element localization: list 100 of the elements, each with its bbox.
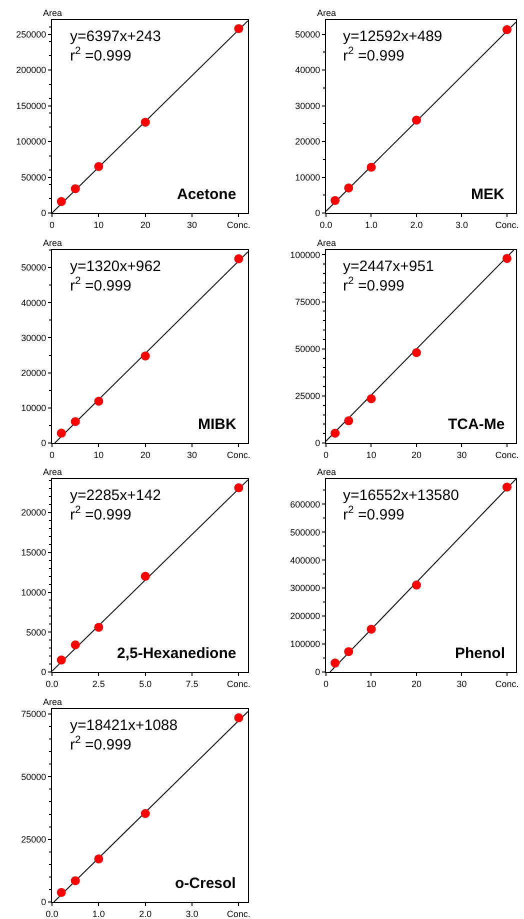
point [70,416,80,426]
point [70,876,80,885]
point [412,348,421,357]
x-tick-label: 0.0 [46,908,58,918]
point [344,647,354,656]
annotation: r$^{2}$ =0.999 [70,504,132,524]
y-tick-label: 0 [315,667,320,678]
x-tick-label: Conc. [495,449,519,460]
point [502,25,512,34]
x-tick-label: 20 [140,220,150,230]
text: Acetone [177,186,236,203]
text: MEK [471,186,504,203]
x-tick-label: 3.0 [455,220,468,230]
text: 2,5-Hexanedione [117,645,236,662]
annotation: r$^{2}$ =0.999 [70,45,132,64]
x-tick-label: Conc. [495,678,519,689]
y-axis-title: Area [43,696,62,706]
x-tick-label: 30 [186,449,198,460]
x-tick-label: 20 [411,449,422,460]
y-tick-label: 0 [41,208,46,218]
y-tick-label: 50000 [21,262,46,272]
y-tick-label: 200000 [16,65,46,76]
x-tick-label: 0.0 [320,220,332,230]
point [366,394,376,403]
x-tick-label: 5.0 [139,678,152,689]
text: MIBK [198,416,236,432]
y-tick-label: 5000 [26,627,46,638]
x-tick-label: 30 [456,678,467,689]
y-tick-label: 50000 [295,29,320,40]
x-tick-label: 10 [366,678,376,689]
y-tick-label: 0 [41,896,46,907]
x-tick-label: Conc. [226,908,250,918]
x-tick-label: 2.0 [139,908,152,918]
point [140,808,150,818]
y-axis-title: Area [317,8,336,18]
y-axis-title: Area [317,238,336,248]
y-axis-title: Area [43,467,62,477]
annotation: y=1320x+962 [70,258,161,274]
y-tick-label: 100000 [16,136,46,147]
y-tick-label: 10000 [295,172,320,182]
text: o-Cresol [175,874,236,892]
y-tick-label: 40000 [21,297,46,308]
y-tick-label: 0 [41,667,46,678]
point [234,483,244,492]
x-tick-label: 3.0 [186,908,198,918]
x-tick-label: Conc. [226,449,250,460]
y-tick-label: 300000 [290,583,320,594]
point [70,640,80,650]
x-tick-label: 30 [186,220,198,230]
y-axis-title: Area [43,238,62,248]
y-tick-label: 400000 [290,555,320,566]
x-tick-label: 30 [456,449,467,460]
point [330,428,340,438]
annotation: y=12592x+489 [343,28,442,45]
y-tick-label: 10000 [21,402,46,413]
annotation: y=16552x+13580 [343,487,459,504]
point [140,572,150,581]
point [56,197,66,206]
point [234,254,244,263]
y-tick-label: 10000 [21,587,46,598]
x-tick-label: 0.0 [46,678,58,689]
annotation: r$^{2}$ =0.999 [343,274,404,294]
annotation: r$^{2}$ =0.999 [343,45,404,64]
y-tick-label: 75000 [295,296,320,306]
y-tick-label: 600000 [290,499,320,510]
y-tick-label: 0 [315,438,320,448]
y-axis-title: Area [43,8,62,18]
y-tick-label: 30000 [295,100,320,111]
x-tick-label: 10 [366,449,376,460]
text: Phenol [455,645,506,662]
point [344,183,354,192]
x-tick-label: Conc. [226,220,250,230]
point [140,350,150,360]
annotation: r$^{2}$ =0.999 [70,274,132,294]
x-tick-label: 2.5 [92,678,105,689]
x-tick-label: 20 [411,678,422,689]
y-tick-label: 500000 [290,527,320,538]
point [56,656,66,665]
point [344,416,354,425]
y-tick-label: 250000 [16,29,46,40]
point [70,184,80,194]
point [56,887,66,896]
x-tick-label: 1.0 [364,220,378,230]
point [502,482,512,492]
x-tick-label: Conc. [226,678,250,689]
point [140,118,150,127]
y-tick-label: 15000 [21,548,46,558]
x-tick-label: 0 [49,449,55,460]
y-tick-label: 50000 [21,172,46,182]
y-tick-label: 0 [315,208,320,218]
point [366,624,376,634]
y-tick-label: 0 [41,438,46,448]
annotation: y=18421x+1088 [70,716,178,734]
point [330,658,340,668]
y-tick-label: 25000 [21,834,46,844]
y-tick-label: 20000 [295,136,320,147]
y-tick-label: 30000 [21,332,46,342]
x-tick-label: 10 [94,220,104,230]
point [234,24,244,34]
point [94,622,104,632]
